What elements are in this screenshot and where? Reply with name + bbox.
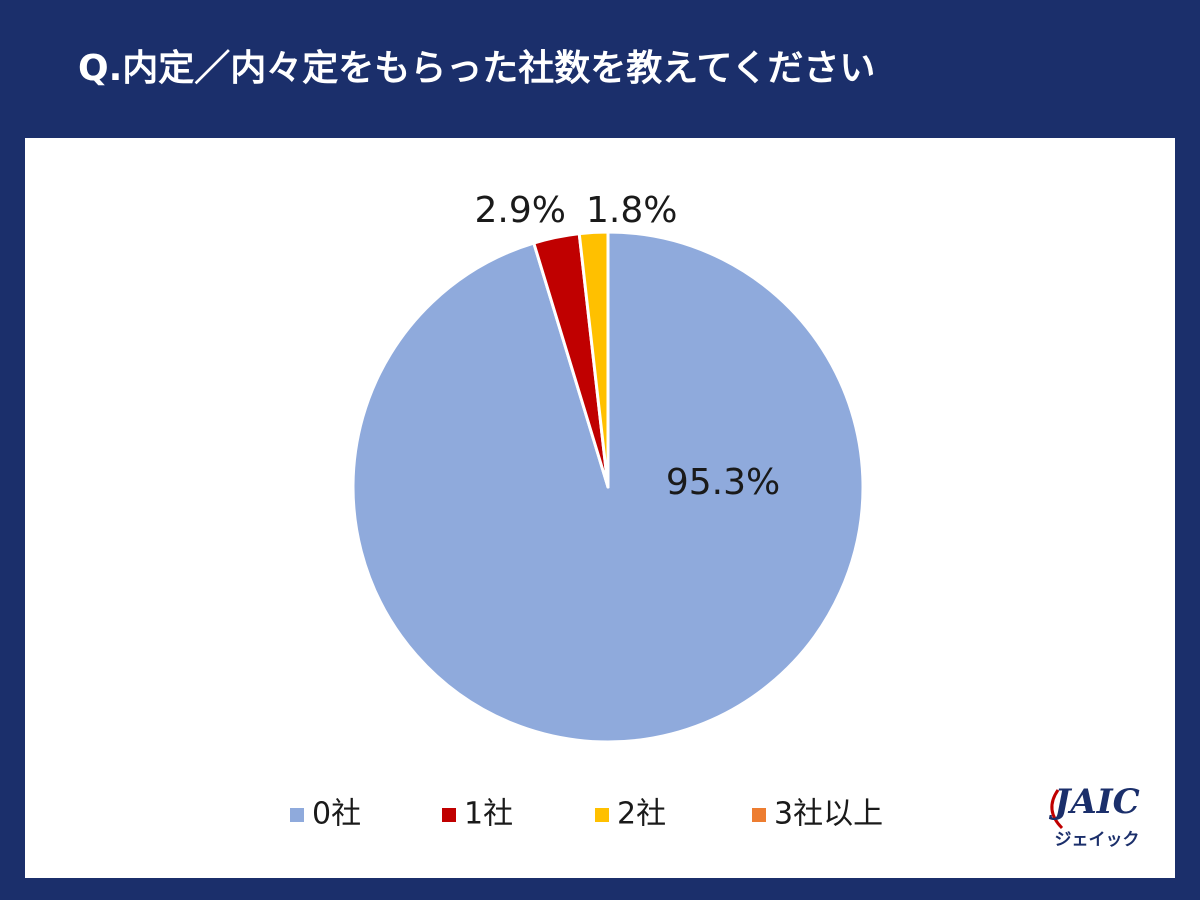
- legend-label: 2社: [617, 797, 666, 832]
- legend-label: 0社: [312, 797, 361, 832]
- logo-swoosh: [1050, 789, 1064, 830]
- logo-kana: ジェイック: [1055, 830, 1140, 850]
- legend-marker: [290, 808, 304, 822]
- logo: JAIC ジェイック: [1048, 782, 1139, 850]
- data-label: 95.3%: [666, 462, 780, 503]
- legend-label: 1社: [464, 797, 513, 832]
- chart-title: Q.内定／内々定をもらった社数を教えてください: [78, 48, 875, 89]
- data-label: 1.8%: [586, 190, 677, 231]
- legend-marker: [752, 808, 766, 822]
- legend-marker: [595, 808, 609, 822]
- legend-marker: [442, 808, 456, 822]
- legend-label: 3社以上: [774, 797, 883, 832]
- data-label: 2.9%: [475, 190, 566, 231]
- logo-name: JAIC: [1048, 782, 1139, 822]
